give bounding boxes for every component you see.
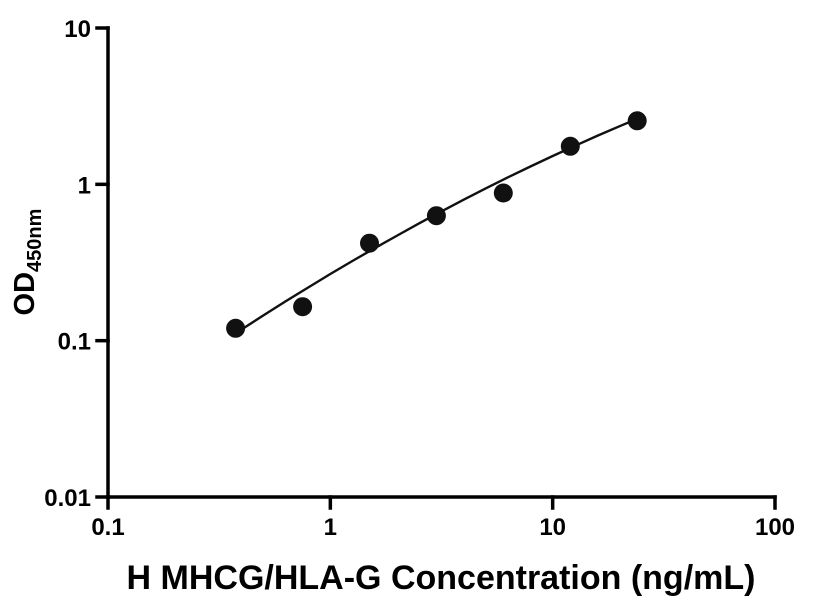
x-tick-label: 0.1 [91, 514, 124, 541]
x-axis-title: H MHCG/HLA-G Concentration (ng/mL) [127, 559, 756, 597]
data-points [226, 111, 647, 338]
data-point [627, 111, 647, 131]
y-tick-label: 10 [64, 16, 91, 43]
x-tick-label: 1 [324, 514, 337, 541]
data-point [360, 233, 379, 253]
y-axis-title: OD450nm [9, 209, 46, 316]
data-point [426, 206, 446, 226]
data-point [560, 136, 580, 156]
data-point [493, 183, 513, 203]
x-axis: 0.1 1 10 100 [91, 495, 795, 541]
data-point [226, 318, 246, 338]
y-tick-label: 0.1 [58, 329, 91, 356]
y-axis: 0.01 0.1 1 10 [44, 16, 110, 512]
y-tick-label: 1 [78, 172, 91, 199]
y-axis-title-main: OD [9, 272, 41, 316]
x-tick-label: 10 [539, 514, 566, 541]
data-point [293, 297, 313, 317]
x-tick-label: 100 [755, 514, 795, 541]
y-axis-title-sub: 450nm [24, 209, 46, 272]
y-tick-label: 0.01 [44, 485, 91, 512]
